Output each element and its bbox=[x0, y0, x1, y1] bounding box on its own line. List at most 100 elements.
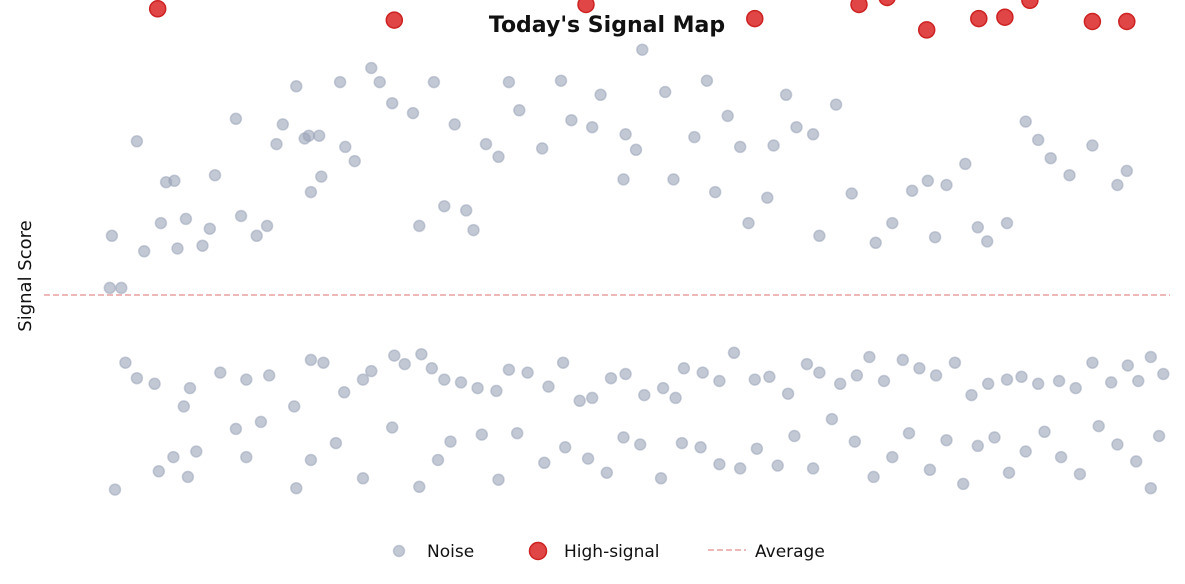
noise-point-70 bbox=[921, 174, 935, 188]
noise-point-26 bbox=[339, 140, 352, 154]
noise-point-109 bbox=[556, 356, 570, 369]
noise-point-123 bbox=[781, 387, 795, 400]
noise-point-19 bbox=[290, 80, 303, 93]
noise-point-47 bbox=[617, 173, 630, 186]
noise-point-101 bbox=[425, 362, 439, 375]
high-signal-point-5 bbox=[746, 9, 764, 28]
noise-point-191 bbox=[1002, 466, 1016, 479]
legend-average-label: Average bbox=[755, 542, 825, 562]
noise-point-137 bbox=[1015, 370, 1028, 384]
noise-point-73 bbox=[959, 157, 972, 171]
noise-point-187 bbox=[940, 433, 953, 447]
noise-point-79 bbox=[1044, 151, 1057, 165]
high-signal-point-9 bbox=[970, 9, 988, 28]
noise-point-124 bbox=[800, 357, 814, 371]
noise-point-155 bbox=[290, 481, 303, 495]
noise-point-114 bbox=[638, 388, 651, 402]
noise-point-126 bbox=[833, 377, 847, 391]
noise-point-72 bbox=[940, 178, 953, 192]
noise-point-199 bbox=[1144, 481, 1158, 495]
noise-point-185 bbox=[902, 426, 916, 440]
noise-point-45 bbox=[585, 120, 599, 134]
noise-point-48 bbox=[619, 128, 632, 141]
noise-point-157 bbox=[329, 436, 343, 450]
noise-point-154 bbox=[254, 415, 268, 429]
noise-point-112 bbox=[604, 371, 618, 385]
noise-point-8 bbox=[171, 242, 184, 255]
noise-point-159 bbox=[385, 421, 399, 434]
noise-point-200 bbox=[1152, 429, 1166, 443]
high-signal-point-7 bbox=[878, 0, 896, 7]
noise-point-13 bbox=[229, 112, 243, 126]
noise-point-162 bbox=[444, 435, 457, 448]
noise-point-55 bbox=[708, 185, 722, 199]
noise-point-181 bbox=[825, 412, 839, 426]
noise-point-18 bbox=[276, 118, 290, 131]
noise-point-104 bbox=[471, 381, 484, 395]
noise-point-182 bbox=[848, 435, 862, 448]
noise-point-41 bbox=[513, 104, 526, 117]
noise-point-82 bbox=[1111, 178, 1124, 192]
legend-noise-label: Noise bbox=[427, 542, 474, 562]
noise-point-57 bbox=[733, 140, 747, 154]
noise-point-98 bbox=[388, 349, 401, 362]
noise-point-34 bbox=[438, 199, 451, 213]
noise-point-63 bbox=[806, 128, 820, 141]
noise-point-170 bbox=[617, 431, 630, 444]
noise-point-134 bbox=[965, 388, 978, 402]
noise-point-21 bbox=[302, 129, 316, 142]
noise-point-111 bbox=[585, 391, 599, 405]
noise-point-141 bbox=[1086, 356, 1099, 369]
noise-point-130 bbox=[896, 353, 910, 367]
noise-point-88 bbox=[183, 381, 197, 395]
noise-point-142 bbox=[1104, 376, 1118, 389]
noise-point-12 bbox=[208, 168, 222, 182]
noise-point-183 bbox=[867, 470, 880, 484]
noise-point-40 bbox=[502, 75, 516, 89]
noise-point-119 bbox=[713, 374, 726, 388]
noise-point-108 bbox=[542, 380, 555, 393]
noise-point-91 bbox=[262, 369, 276, 382]
noise-point-150 bbox=[190, 445, 203, 458]
noise-point-99 bbox=[398, 357, 411, 371]
noise-point-5 bbox=[154, 216, 168, 230]
noise-point-132 bbox=[929, 369, 943, 382]
noise-point-110 bbox=[573, 394, 586, 408]
high-signal-points bbox=[148, 0, 1136, 39]
noise-point-188 bbox=[956, 477, 970, 491]
high-signal-point-4 bbox=[577, 0, 595, 14]
noise-point-194 bbox=[1054, 450, 1068, 464]
noise-point-178 bbox=[771, 459, 784, 472]
noise-point-100 bbox=[415, 347, 428, 361]
noise-point-133 bbox=[948, 356, 962, 369]
noise-point-58 bbox=[742, 216, 755, 230]
noise-point-44 bbox=[565, 113, 578, 127]
noise-point-129 bbox=[877, 374, 891, 388]
high-signal-point-13 bbox=[1118, 12, 1136, 31]
noise-point-174 bbox=[694, 441, 707, 454]
noise-point-195 bbox=[1073, 467, 1087, 481]
noise-point-64 bbox=[813, 229, 826, 243]
high-signal-point-11 bbox=[1021, 0, 1039, 10]
noise-point-196 bbox=[1092, 419, 1105, 433]
noise-point-65 bbox=[829, 98, 843, 111]
noise-point-11 bbox=[203, 222, 217, 235]
noise-point-107 bbox=[521, 366, 534, 379]
noise-point-78 bbox=[1031, 133, 1045, 147]
noise-point-156 bbox=[304, 453, 318, 467]
noise-point-53 bbox=[688, 130, 701, 144]
noise-point-80 bbox=[1063, 168, 1076, 182]
noise-point-43 bbox=[554, 74, 568, 87]
high-signal-point-0 bbox=[148, 0, 167, 18]
legend-noise-marker bbox=[392, 544, 406, 558]
noise-point-66 bbox=[845, 187, 858, 200]
noise-point-135 bbox=[981, 377, 995, 391]
noise-point-139 bbox=[1052, 374, 1066, 388]
noise-point-22 bbox=[304, 185, 318, 199]
noise-point-168 bbox=[581, 452, 595, 465]
noise-point-24 bbox=[315, 170, 328, 183]
noise-point-50 bbox=[636, 43, 649, 56]
noise-point-97 bbox=[365, 364, 378, 378]
noise-point-92 bbox=[287, 400, 301, 413]
legend: Noise High-signal Average bbox=[392, 541, 825, 562]
